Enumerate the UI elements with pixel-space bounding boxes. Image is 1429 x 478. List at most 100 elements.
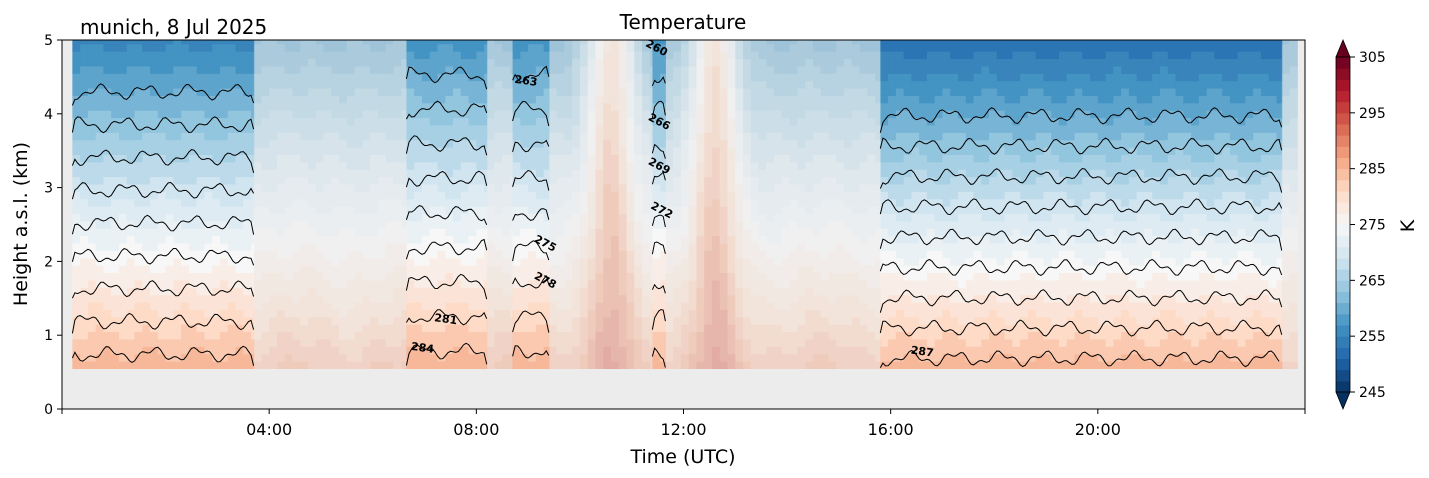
temperature-cell — [1035, 161, 1045, 170]
temperature-cell — [188, 338, 198, 347]
temperature-cell — [1128, 361, 1138, 370]
temperature-cell — [354, 95, 363, 104]
temperature-cell — [315, 294, 325, 303]
temperature-cell — [300, 169, 309, 178]
temperature-cell — [1245, 169, 1254, 178]
temperature-cell — [1152, 279, 1161, 288]
temperature-cell — [652, 154, 661, 163]
temperature-cell — [1082, 198, 1091, 207]
temperature-cell — [1066, 169, 1076, 178]
temperature-cell — [429, 95, 439, 104]
temperature-cell — [1253, 250, 1262, 259]
temperature-cell — [308, 102, 317, 111]
temperature-cell — [1066, 40, 1076, 45]
temperature-cell — [111, 331, 120, 340]
temperature-cell — [1027, 87, 1037, 96]
temperature-cell — [1183, 361, 1192, 370]
temperature-cell — [484, 206, 488, 215]
temperature-cell — [292, 139, 301, 148]
temperature-cell — [261, 80, 270, 89]
temperature-cell — [942, 198, 951, 207]
temperature-cell — [251, 279, 255, 288]
temperature-cell — [520, 235, 529, 244]
temperature-cell — [958, 242, 967, 251]
temperature-cell — [219, 139, 229, 148]
temperature-cell — [1058, 51, 1068, 60]
temperature-cell — [103, 117, 112, 126]
temperature-cell — [414, 346, 423, 355]
temperature-cell — [339, 117, 348, 126]
temperature-cell — [543, 191, 550, 200]
temperature-cell — [1260, 235, 1270, 244]
temperature-cell — [512, 191, 521, 200]
temperature-cell — [1097, 40, 1107, 45]
temperature-cell — [1051, 338, 1060, 347]
temperature-cell — [1175, 324, 1184, 333]
temperature-cell — [1159, 213, 1169, 222]
temperature-cell — [950, 316, 959, 325]
temperature-cell — [300, 43, 309, 52]
temperature-cell — [362, 235, 371, 244]
temperature-cell — [1245, 206, 1254, 215]
temperature-cell — [1012, 235, 1021, 244]
temperature-cell — [535, 228, 545, 237]
temperature-cell — [421, 353, 431, 362]
temperature-cell — [543, 102, 550, 111]
temperature-cell — [520, 40, 529, 45]
temperature-bands — [72, 40, 1298, 370]
temperature-cell — [1206, 257, 1215, 266]
temperature-cell — [346, 279, 356, 288]
temperature-cell — [165, 169, 174, 178]
temperature-cell — [1012, 58, 1021, 67]
temperature-cell — [300, 361, 309, 370]
temperature-cell — [880, 272, 889, 281]
temperature-cell — [1167, 110, 1177, 119]
temperature-cell — [895, 331, 905, 340]
temperature-cell — [261, 235, 270, 244]
temperature-cell — [996, 117, 1006, 126]
temperature-cell — [377, 272, 387, 281]
temperature-cell — [1214, 161, 1223, 170]
temperature-cell — [1051, 161, 1060, 170]
temperature-cell — [437, 58, 446, 67]
temperature-cell — [421, 117, 431, 126]
temperature-cell — [219, 102, 229, 111]
temperature-cell — [520, 198, 529, 207]
temperature-cell — [1268, 117, 1278, 126]
temperature-cell — [1191, 324, 1200, 333]
temperature-cell — [134, 353, 143, 362]
temperature-cell — [339, 331, 348, 340]
temperature-cell — [1074, 265, 1083, 274]
temperature-cell — [1035, 316, 1045, 325]
temperature-cell — [414, 73, 423, 82]
temperature-cell — [958, 176, 967, 185]
temperature-cell — [1152, 294, 1161, 303]
temperature-cell — [1144, 95, 1153, 104]
temperature-cell — [484, 58, 488, 67]
temperature-cell — [269, 294, 278, 303]
temperature-cell — [261, 257, 270, 266]
temperature-cell — [989, 242, 998, 251]
temperature-cell — [1191, 191, 1200, 200]
temperature-cell — [903, 73, 912, 82]
temperature-cell — [1082, 324, 1091, 333]
temperature-cell — [437, 161, 446, 170]
temperature-cell — [339, 147, 348, 155]
temperature-cell — [888, 242, 897, 251]
temperature-cell — [1012, 228, 1021, 237]
temperature-cell — [111, 287, 120, 296]
temperature-cell — [212, 117, 221, 126]
temperature-cell — [903, 147, 912, 155]
temperature-cell — [284, 110, 294, 119]
temperature-cell — [528, 272, 537, 281]
temperature-cell — [1097, 139, 1107, 148]
temperature-cell — [1229, 346, 1239, 355]
temperature-cell — [1090, 220, 1099, 229]
temperature-cell — [315, 65, 325, 74]
temperature-cell — [528, 87, 537, 96]
temperature-cell — [973, 139, 982, 148]
temperature-cell — [1276, 191, 1283, 200]
temperature-cell — [1074, 191, 1083, 200]
temperature-cell — [1058, 65, 1068, 74]
temperature-cell — [339, 183, 348, 192]
